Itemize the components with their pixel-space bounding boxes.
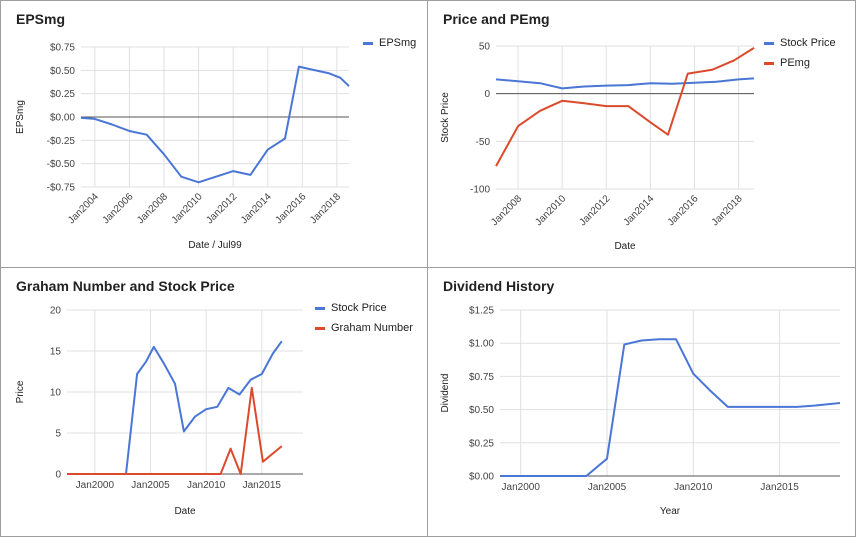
- price-pe-y-tick-label: 0: [484, 89, 490, 100]
- graham-x-tick-label: Jan2005: [131, 480, 170, 491]
- graham-series-stock-price-line: [67, 340, 283, 475]
- dividend-y-tick-label: $0.75: [469, 372, 494, 383]
- eps-legend-label: EPSmg: [379, 37, 416, 49]
- graham-y-tick-label: 20: [50, 306, 62, 317]
- graham-chart-panel: Graham Number and Stock Price 20 15 10 5 0 Jan…: [0, 267, 428, 537]
- eps-x-tick-label: Jan2012: [204, 191, 239, 226]
- graham-y-axis-label: Price: [15, 380, 26, 403]
- dividend-y-tick-label: $0.00: [469, 472, 494, 483]
- eps-y-tick-label: -$0.50: [47, 159, 76, 170]
- price-pe-legend-label: Stock Price: [780, 37, 836, 49]
- graham-title: Graham Number and Stock Price: [16, 278, 235, 294]
- eps-y-tick-label: -$0.75: [47, 183, 76, 194]
- dividend-y-tick-label: $1.25: [469, 306, 494, 317]
- price-pe-x-tick-label: Jan2008: [489, 193, 524, 228]
- price-pe-legend-label: PEmg: [780, 57, 810, 69]
- dividend-chart: Dividend History $1.25 $1.00 $0.75 $0.50 $0.2…: [440, 278, 841, 517]
- graham-y-tick-label: 0: [55, 470, 61, 481]
- eps-legend-swatch: [363, 42, 373, 45]
- dividend-y-tick-label: $0.50: [469, 405, 494, 416]
- eps-x-tick-label: Jan2008: [135, 191, 170, 226]
- price-pe-title: Price and PEmg: [443, 11, 550, 27]
- dividend-title: Dividend History: [443, 278, 554, 294]
- graham-series-graham-number-line: [67, 386, 283, 475]
- price-pe-y-axis-label: Stock Price: [440, 92, 451, 143]
- graham-y-tick-label: 15: [50, 347, 62, 358]
- price-pe-y-tick-label: 50: [479, 42, 491, 53]
- eps-y-tick-label: -$0.25: [47, 136, 76, 147]
- price-pe-legend-swatch: [764, 42, 774, 45]
- graham-legend-swatch: [315, 327, 325, 330]
- dividend-series-dividend-line: [500, 338, 841, 477]
- eps-x-tick-label: Jan2010: [170, 191, 205, 226]
- price-pe-x-tick-label: Jan2014: [622, 193, 657, 228]
- graham-legend-swatch: [315, 307, 325, 310]
- dividend-x-tick-label: Jan2010: [674, 482, 713, 493]
- price-pe-x-tick-label: Jan2010: [533, 193, 568, 228]
- price-pe-x-axis-label: Date: [614, 241, 636, 252]
- eps-chart-panel: EPSmg $0.75 $0.50 $0.25 $0.00 -$0.25 -$0.50 -$0…: [0, 0, 428, 268]
- graham-legend-label: Graham Number: [331, 322, 413, 334]
- price-pe-x-tick-label: Jan2016: [666, 193, 701, 228]
- price-pe-chart-panel: Price and PEmg 50 0 -50 -100 Jan2008 Jan2010 Ja…: [427, 0, 856, 268]
- graham-y-tick-label: 5: [55, 429, 61, 440]
- eps-x-tick-label: Jan2004: [66, 191, 101, 226]
- graham-x-tick-label: Jan2000: [76, 480, 115, 491]
- price-pe-series-pemg-line: [495, 47, 755, 167]
- eps-x-tick-label: Jan2006: [101, 191, 136, 226]
- graham-legend-label: Stock Price: [331, 302, 387, 314]
- eps-x-tick-label: Jan2018: [308, 191, 343, 226]
- graham-x-tick-label: Jan2015: [243, 480, 282, 491]
- graham-chart: Graham Number and Stock Price 20 15 10 5 0 Jan…: [15, 278, 413, 517]
- price-pe-legend-swatch: [764, 62, 774, 65]
- price-pe-series-stock-price-line: [495, 77, 755, 90]
- eps-chart: EPSmg $0.75 $0.50 $0.25 $0.00 -$0.25 -$0.50 -$0…: [15, 11, 416, 251]
- eps-x-tick-label: Jan2016: [274, 191, 309, 226]
- dividend-x-tick-label: Jan2015: [760, 482, 799, 493]
- graham-x-tick-label: Jan2010: [187, 480, 226, 491]
- dividend-x-tick-label: Jan2000: [502, 482, 541, 493]
- graham-y-tick-label: 10: [50, 388, 62, 399]
- graham-x-axis-label: Date: [174, 506, 196, 517]
- eps-y-tick-label: $0.75: [50, 43, 75, 54]
- dividend-y-tick-label: $0.25: [469, 438, 494, 449]
- eps-series-epsmg-line: [80, 65, 350, 184]
- dividend-y-axis-label: Dividend: [440, 374, 451, 413]
- dividend-y-tick-label: $1.00: [469, 339, 494, 350]
- dividend-chart-panel: Dividend History $1.25 $1.00 $0.75 $0.50 $0.2…: [427, 267, 856, 537]
- eps-x-axis-label: Date / Jul99: [188, 240, 242, 251]
- price-pe-y-tick-label: -100: [470, 185, 490, 196]
- price-pe-y-tick-label: -50: [476, 137, 491, 148]
- eps-y-tick-label: $0.00: [50, 113, 75, 124]
- price-pe-x-tick-label: Jan2018: [710, 193, 745, 228]
- eps-title: EPSmg: [16, 11, 65, 27]
- eps-y-axis-label: EPSmg: [15, 100, 26, 134]
- eps-x-tick-label: Jan2014: [239, 191, 274, 226]
- dividend-x-tick-label: Jan2005: [588, 482, 627, 493]
- eps-y-tick-label: $0.25: [50, 89, 75, 100]
- price-pe-x-tick-label: Jan2012: [577, 193, 612, 228]
- dividend-x-axis-label: Year: [660, 506, 681, 517]
- eps-y-tick-label: $0.50: [50, 66, 75, 77]
